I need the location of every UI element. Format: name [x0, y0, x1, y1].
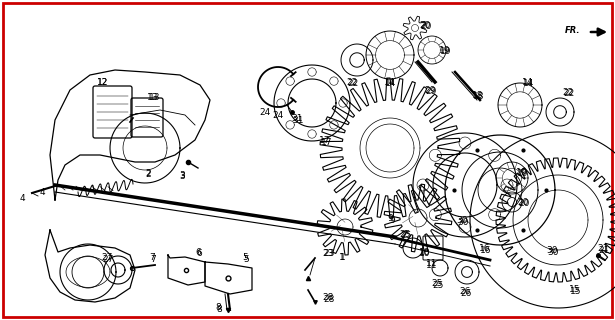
Text: 14: 14 [522, 77, 534, 86]
Text: 22: 22 [346, 77, 358, 86]
Text: 14: 14 [523, 78, 534, 87]
Text: 5: 5 [243, 254, 249, 263]
Text: 23: 23 [323, 250, 335, 259]
Text: 19: 19 [516, 167, 528, 177]
Text: 16: 16 [479, 244, 491, 252]
Text: 14: 14 [386, 78, 397, 87]
Text: 9: 9 [387, 213, 393, 222]
Text: 11: 11 [426, 261, 438, 270]
Text: 22: 22 [563, 89, 574, 98]
Text: 26: 26 [460, 289, 472, 298]
Text: 17: 17 [319, 135, 331, 145]
Text: 27: 27 [102, 254, 114, 263]
Text: 12: 12 [97, 77, 109, 86]
Text: 26: 26 [459, 286, 470, 295]
Text: 10: 10 [419, 247, 430, 257]
Text: 1: 1 [339, 252, 345, 261]
Text: 10: 10 [419, 250, 430, 259]
Text: 15: 15 [570, 287, 582, 297]
Text: 24: 24 [272, 110, 284, 119]
Text: 20: 20 [518, 198, 530, 207]
Text: 22: 22 [562, 87, 574, 97]
Text: 28: 28 [323, 294, 335, 303]
Text: 4: 4 [39, 188, 45, 196]
Text: 4: 4 [19, 194, 25, 203]
Text: 22: 22 [347, 78, 359, 87]
Text: 29: 29 [426, 86, 437, 95]
Text: 31: 31 [292, 114, 303, 123]
Text: 20: 20 [419, 20, 430, 29]
Text: 8: 8 [216, 305, 222, 314]
Text: 3: 3 [179, 172, 185, 180]
Text: FR.: FR. [565, 26, 580, 35]
Text: 18: 18 [474, 92, 485, 100]
Text: 13: 13 [147, 92, 159, 101]
Text: 3: 3 [179, 171, 185, 180]
Text: 30: 30 [546, 245, 558, 254]
Text: 25: 25 [399, 229, 411, 238]
Text: 11: 11 [426, 260, 438, 268]
Text: 24: 24 [260, 108, 271, 116]
Text: 19: 19 [517, 169, 529, 178]
Text: 19: 19 [439, 45, 451, 54]
Text: 13: 13 [149, 92, 161, 101]
Text: 16: 16 [480, 245, 492, 254]
Text: 27: 27 [101, 253, 113, 262]
Text: 12: 12 [97, 77, 109, 86]
Text: 25: 25 [431, 278, 443, 287]
Text: 21: 21 [597, 244, 609, 252]
Text: 30: 30 [456, 215, 468, 225]
Text: 17: 17 [321, 138, 333, 147]
Text: 7: 7 [150, 254, 156, 263]
Text: 2: 2 [145, 169, 151, 178]
Text: 1: 1 [340, 253, 346, 262]
Text: 6: 6 [196, 249, 202, 258]
Text: 14: 14 [384, 77, 395, 86]
Text: 29: 29 [424, 85, 435, 94]
Text: 15: 15 [569, 285, 581, 294]
Text: 20: 20 [517, 197, 529, 206]
Text: 9: 9 [389, 215, 395, 225]
Text: 8: 8 [215, 303, 221, 313]
Text: 5: 5 [242, 253, 248, 262]
Text: 19: 19 [440, 46, 452, 55]
Text: 20: 20 [420, 21, 432, 30]
Text: 28: 28 [322, 293, 334, 302]
Text: 23: 23 [322, 249, 334, 258]
Text: 25: 25 [432, 281, 443, 290]
Text: 30: 30 [457, 218, 469, 227]
Text: 25: 25 [400, 230, 411, 239]
Text: 31: 31 [292, 116, 304, 124]
Text: 21: 21 [598, 245, 609, 254]
Text: 30: 30 [547, 247, 559, 257]
Text: 6: 6 [195, 247, 201, 257]
Text: 18: 18 [472, 91, 484, 100]
Text: 7: 7 [149, 253, 155, 262]
Text: 2: 2 [145, 170, 151, 179]
